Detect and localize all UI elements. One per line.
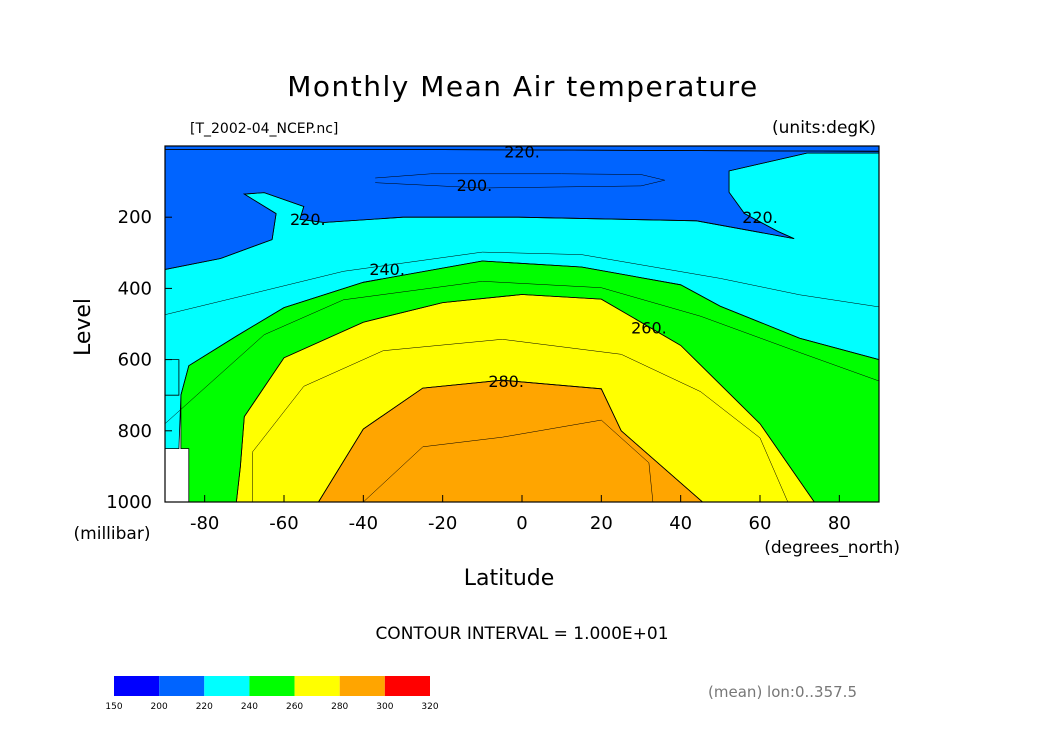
x-tick-label: 60 xyxy=(749,513,772,534)
x-tick-label: 40 xyxy=(669,513,692,534)
contour-interval-label: CONTOUR INTERVAL = 1.000E+01 xyxy=(375,624,668,644)
band-220-240-region-2 xyxy=(164,359,180,396)
colorbar-level-label: 220 xyxy=(196,702,213,712)
colorbar-swatch-150-200 xyxy=(114,676,160,696)
colorbar-level-label: 300 xyxy=(376,702,393,712)
x-tick-label: 80 xyxy=(828,513,851,534)
chart-title: Monthly Mean Air temperature xyxy=(287,70,759,103)
x-tick-label: 20 xyxy=(590,513,613,534)
x-tick-label: -80 xyxy=(190,513,219,534)
x-units-label: (degrees_north) xyxy=(764,538,900,558)
colorbar-swatch-240-260 xyxy=(249,676,295,696)
colorbar-swatch-260-280 xyxy=(294,676,340,696)
colorbar-level-label: 240 xyxy=(241,702,258,712)
colorbar-level-label: 320 xyxy=(421,702,438,712)
y-tick-label: 1000 xyxy=(106,492,152,513)
contour-line-4 xyxy=(252,339,789,503)
contour-line-5 xyxy=(363,419,654,503)
contour-label-6: 280. xyxy=(488,372,524,391)
mean-label: (mean) lon:0..357.5 xyxy=(708,683,857,701)
y-tick-label: 800 xyxy=(118,421,152,442)
contour-label-1: 220. xyxy=(504,142,540,161)
colorbar-swatch-300-320 xyxy=(384,676,430,696)
contour-label-4: 240. xyxy=(369,260,405,279)
colorbar: 150 200 220 240 260 280 300 320 xyxy=(105,676,439,712)
contour-labels: 220. 200. 220. 240. 260. 280. 220. xyxy=(290,142,778,391)
contour-line-2 xyxy=(164,251,880,315)
x-tick-label: 0 xyxy=(516,513,527,534)
x-tick-label: -60 xyxy=(269,513,298,534)
source-file-label: [T_2002-04_NCEP.nc] xyxy=(190,121,338,137)
colorbar-swatch-280-300 xyxy=(339,676,385,696)
colorbar-level-label: 200 xyxy=(151,702,168,712)
y-tick-label: 200 xyxy=(118,207,152,228)
y-tick-label: 400 xyxy=(118,278,152,299)
contour-label-5: 260. xyxy=(631,319,667,338)
colorbar-level-label: 150 xyxy=(105,702,122,712)
plot-area xyxy=(164,145,880,503)
colorbar-level-label: 260 xyxy=(286,702,303,712)
x-tick-label: -20 xyxy=(428,513,457,534)
y-axis-label: Level xyxy=(71,298,96,356)
colorbar-swatch-220-240 xyxy=(204,676,250,696)
colorbar-level-label: 280 xyxy=(331,702,348,712)
contour-label-2: 200. xyxy=(457,176,493,195)
contour-line-3 xyxy=(164,281,880,424)
y-units-label: (millibar) xyxy=(74,524,151,544)
x-tick-label: -40 xyxy=(349,513,378,534)
x-axis-label: Latitude xyxy=(464,566,555,591)
units-label: (units:degK) xyxy=(772,118,876,138)
x-axis: -80 -60 -40 -20 0 20 40 60 80 xyxy=(190,495,851,534)
colorbar-swatch-200-220 xyxy=(159,676,205,696)
y-tick-label: 600 xyxy=(118,350,152,371)
y-axis: 200 400 600 800 1000 xyxy=(106,207,172,513)
contour-label-3: 220. xyxy=(290,210,326,229)
contour-line-1 xyxy=(375,173,665,189)
contour-label-7: 220. xyxy=(742,208,778,227)
